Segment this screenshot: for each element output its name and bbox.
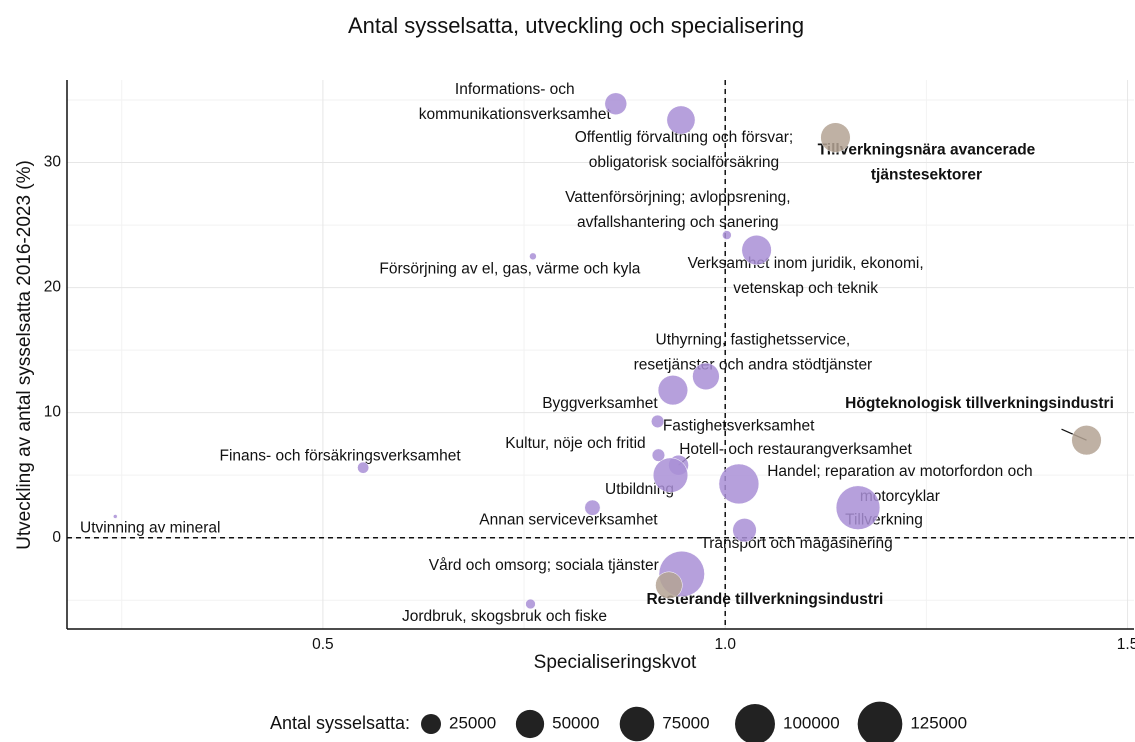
legend-label: 75000 [662,713,709,732]
bubble-label: Resterande tillverkningsindustri [646,591,883,608]
bubble [651,448,666,462]
bubble [525,598,536,610]
y-tick-label: 30 [44,154,62,171]
bubble [692,362,720,391]
legend-label: 100000 [783,713,840,732]
bubble [820,122,851,153]
bubble-label: Tillverkningsnära avancerade tjänstesekto… [818,142,1036,184]
bubble-label: Informations- och kommunikationsverksamhe… [419,81,612,123]
legend-label: 25000 [449,713,496,732]
y-tick-label: 20 [44,279,62,296]
x-axis-title: Specialiseringskvot [534,652,697,673]
bubble [529,252,537,261]
x-tick-label: 0.5 [312,636,334,653]
labels: Informations- och kommunikationsverksamhe… [80,81,1114,625]
bubble [584,499,601,516]
y-axis-title: Utveckling av antal sysselsatta 2016-202… [14,160,35,550]
bubble-label: Transport och magasinering [700,535,892,552]
y-tick-label: 0 [52,529,61,546]
legend-bubble [735,704,775,742]
bubble [718,463,760,505]
bubble [604,92,627,115]
bubble-label: Utvinning av mineral [80,520,220,537]
chart-title: Antal sysselsatta, utveckling och specia… [348,13,804,38]
bubble [835,485,881,530]
bubble-label: Hotell- och restaurangverksamhet [679,441,912,458]
bubble-label: Kultur, nöje och fritid [505,435,645,452]
y-tick-label: 10 [44,404,62,421]
legend-title: Antal sysselsatta: [270,713,410,733]
bubble-label: Jordbruk, skogsbruk och fiske [402,608,607,625]
bubble [655,571,683,599]
legend-bubble [857,701,903,742]
bubble-label: Finans- och försäkringsverksamhet [220,448,462,465]
bubble-label: Försörjning av el, gas, värme och kyla [379,260,640,277]
legend-label: 50000 [552,713,599,732]
bubble-label: Handel; reparation av motorfordon och mot… [767,463,1032,505]
bubble [1071,425,1102,456]
legend-label: 125000 [910,713,967,732]
bubble-label: Verksamhet inom juridik, ekonomi, vetensk… [688,255,924,297]
legend-bubble [619,706,655,742]
x-tick-label: 1.0 [714,636,736,653]
bubble-label: Vård och omsorg; sociala tjänster [429,557,659,574]
bubble-label: Annan serviceverksamhet [479,512,658,529]
bubble-label: Fastighetsverksamhet [663,417,815,434]
legend-bubble [515,709,545,739]
bubble-label: Offentlig förvaltning och försvar; obliga… [575,129,794,171]
bubble [652,457,689,493]
bubble [113,514,118,519]
bubble [357,461,370,474]
bubble [657,375,688,406]
bubble [741,235,772,266]
x-tick-label: 1.5 [1117,636,1135,653]
bubble [722,230,732,240]
bubble [651,414,665,428]
legend-bubble [421,714,441,734]
bubble-label: Uthyrning, fastighetsservice, resetjänste… [634,331,873,373]
bubble-label: Högteknologisk tillverkningsindustri [845,395,1114,412]
bubble [732,518,757,543]
bubble [666,105,696,135]
bubble-label: Vattenförsörjning; avloppsrening, avfalls… [565,189,790,231]
bubble-label: Byggverksamhet [542,395,658,412]
